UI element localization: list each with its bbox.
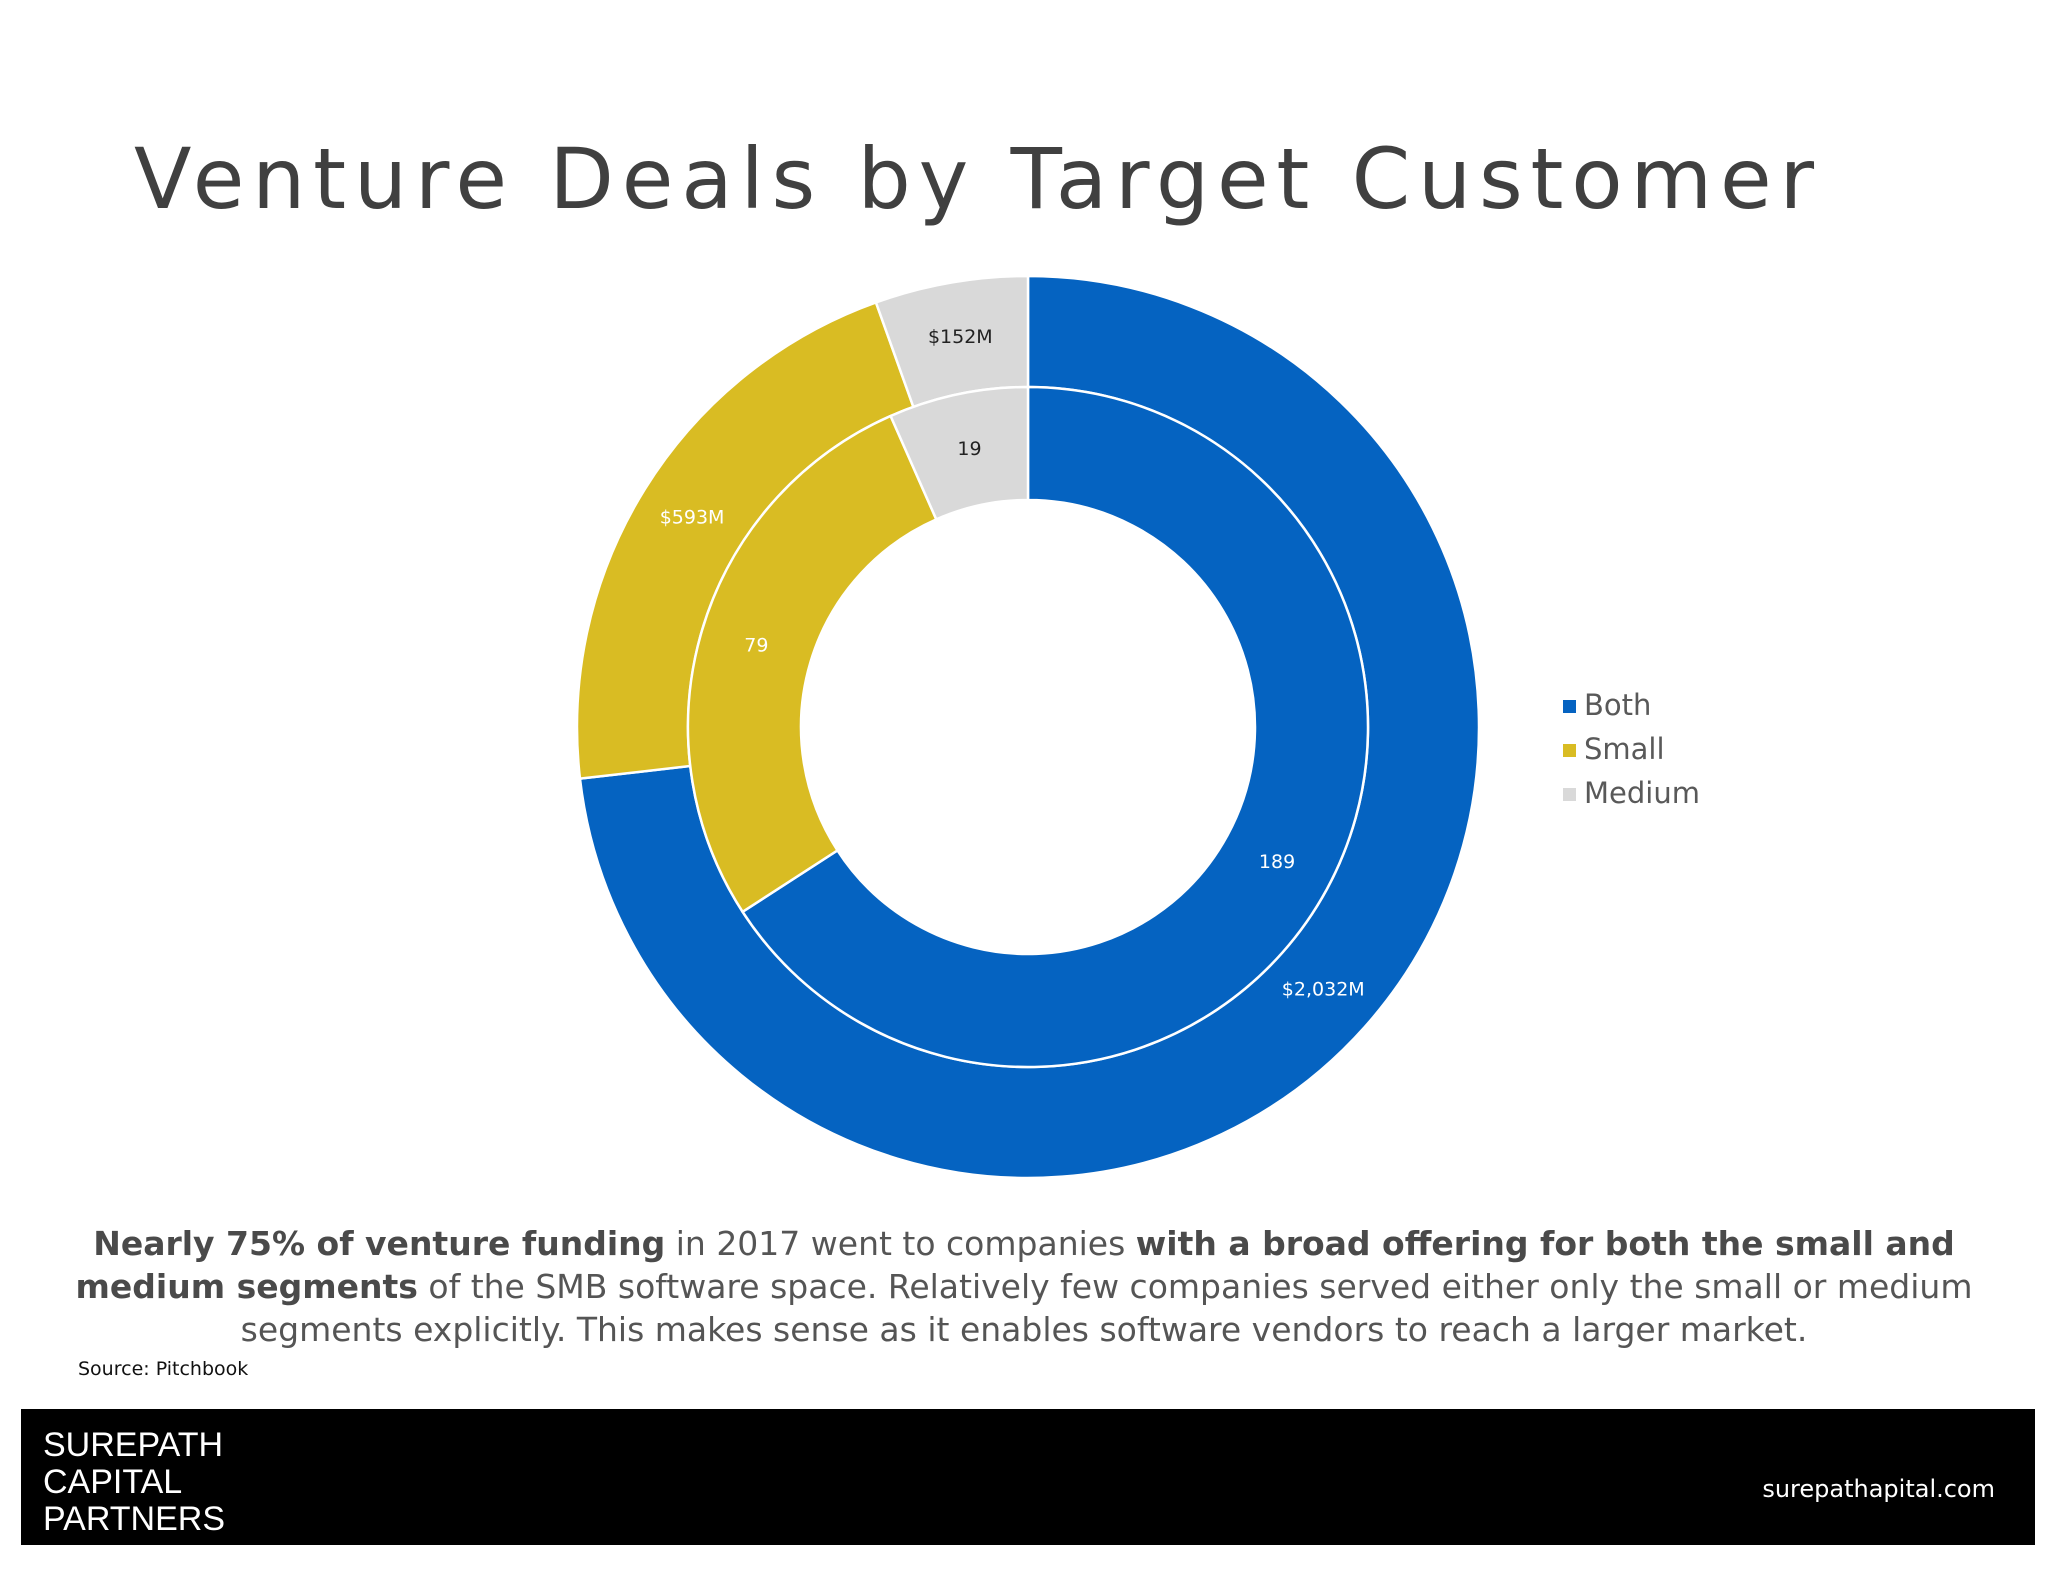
- caption: Nearly 75% of venture funding in 2017 we…: [70, 1222, 1978, 1351]
- caption-text: in 2017 went to companies: [665, 1224, 1136, 1263]
- legend-label: Small: [1584, 732, 1665, 766]
- donut-slice: [740, 385, 1370, 1069]
- chart-title: Venture Deals by Target Customer: [134, 130, 1814, 228]
- data-label: $593M: [660, 507, 725, 529]
- legend-label: Both: [1584, 688, 1651, 722]
- logo-line: SUREPATH: [43, 1426, 224, 1464]
- caption-text: with a broad offering for both the small…: [75, 1224, 1955, 1306]
- data-label: 79: [744, 634, 768, 656]
- logo: SUREPATH CAPITAL PARTNERS: [43, 1427, 225, 1538]
- legend-swatch: [1563, 700, 1576, 713]
- donut-slice: [888, 385, 1030, 522]
- footer: SUREPATH CAPITAL PARTNERS surepathapital.c…: [21, 1409, 2035, 1545]
- data-label: 189: [1259, 851, 1295, 873]
- data-label: 19: [957, 438, 981, 460]
- caption-text: of the SMB software space. Relatively fe…: [240, 1267, 1973, 1349]
- legend-label: Medium: [1584, 776, 1700, 810]
- caption-text: Nearly 75% of venture funding: [93, 1224, 666, 1263]
- data-label: $152M: [928, 326, 993, 348]
- data-label: $2,032M: [1282, 979, 1365, 1001]
- donut-slice: [686, 414, 938, 914]
- logo-line: CAPITAL: [43, 1463, 183, 1501]
- source: Source: Pitchbook: [78, 1358, 249, 1380]
- logo-line: PARTNERS: [43, 1500, 226, 1538]
- legend-swatch: [1563, 744, 1576, 757]
- url: surepathapital.com: [1762, 1475, 1995, 1503]
- legend-swatch: [1563, 788, 1576, 801]
